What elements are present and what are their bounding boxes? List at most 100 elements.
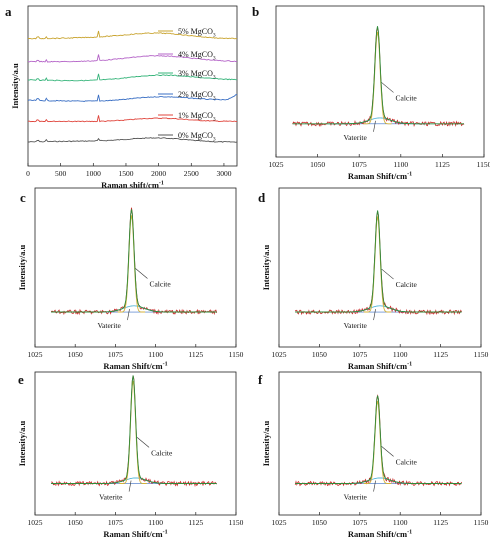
x-tick-label: 1025 xyxy=(272,350,287,359)
calcite-label: Calcite xyxy=(396,457,418,466)
vaterite-label: Vaterite xyxy=(344,133,368,142)
y-axis-label: Intensity/a.u xyxy=(261,420,271,466)
x-tick-label: 2500 xyxy=(184,169,199,178)
panel-b: b 1025 1050 1075 1100 1125 1150 Raman Shift/cm-… xyxy=(252,4,490,181)
calcite-label: Calcite xyxy=(151,448,173,457)
x-tick-label: 1125 xyxy=(433,350,448,359)
x-tick-label: 1500 xyxy=(118,169,133,178)
legend-label-main: 3% MgCO xyxy=(178,69,213,78)
x-tick-label: 0 xyxy=(26,169,30,178)
x-tick-label: 1075 xyxy=(108,518,123,527)
x-tick-label: 1050 xyxy=(312,518,327,527)
y-axis-label: Intensity/a.u xyxy=(17,244,27,290)
x-axis-label-sup: -1 xyxy=(407,172,412,178)
x-tick-label: 1050 xyxy=(68,350,83,359)
x-axis-label-sup: -1 xyxy=(163,530,168,536)
legend-label-sub: 3 xyxy=(213,33,216,39)
calcite-fit xyxy=(119,380,147,484)
legend-label-sub: 3 xyxy=(213,117,216,123)
y-axis-label: Intensity/a.u xyxy=(17,420,27,466)
vaterite-arrow xyxy=(128,480,132,492)
x-tick-label: 1025 xyxy=(28,350,43,359)
plot-frame xyxy=(27,5,238,167)
vaterite-arrow xyxy=(373,308,376,321)
calcite-fit xyxy=(363,400,392,484)
legend-label-main: 0% MgCO xyxy=(178,131,213,140)
panel-letter: d xyxy=(258,190,266,205)
x-tick-label: 1075 xyxy=(352,160,367,169)
series-line xyxy=(27,94,238,102)
x-tick-label: 1000 xyxy=(86,169,101,178)
vaterite-label: Vaterite xyxy=(344,493,368,502)
legend-label-sub: 3 xyxy=(213,96,216,102)
panel-letter: f xyxy=(258,372,263,387)
calcite-arrow xyxy=(135,268,148,279)
x-tick-label: 1125 xyxy=(435,160,450,169)
legend-label: 4% MgCO3 xyxy=(178,50,216,62)
vaterite-label: Vaterite xyxy=(344,321,368,330)
x-axis-label-sup: -1 xyxy=(407,530,412,536)
series-line xyxy=(27,73,238,82)
calcite-arrow xyxy=(136,437,150,448)
vaterite-arrow xyxy=(127,308,130,321)
plot-frame xyxy=(275,5,485,158)
panel-d: d 1025 1050 1075 1100 1125 1150 Raman Shift/cm-… xyxy=(258,187,489,371)
x-tick-label: 1150 xyxy=(474,350,489,359)
calcite-label: Calcite xyxy=(149,279,171,288)
total-fit xyxy=(295,210,462,313)
x-axis-label: Raman Shift/cm-1 xyxy=(103,529,167,539)
legend-label: 1% MgCO3 xyxy=(178,111,216,123)
x-axis-label-main: Raman Shift/cm xyxy=(103,361,162,371)
calcite-fit xyxy=(117,215,146,313)
x-tick-label: 1050 xyxy=(310,160,325,169)
calcite-fit xyxy=(363,216,392,313)
x-tick-label: 1100 xyxy=(393,350,408,359)
x-tick-label: 1125 xyxy=(188,518,203,527)
x-axis-label: Raman Shift/cm-1 xyxy=(348,529,412,539)
x-tick-label: 1100 xyxy=(148,350,163,359)
x-tick-label: 1025 xyxy=(269,160,284,169)
plot-frame xyxy=(278,187,482,348)
panel-letter: c xyxy=(20,190,26,205)
plot-frame xyxy=(34,371,237,516)
legend-label-main: 1% MgCO xyxy=(178,111,213,120)
panel-letter: b xyxy=(252,4,259,19)
vaterite-label: Vaterite xyxy=(99,493,123,502)
legend-label-sub: 3 xyxy=(213,137,216,143)
x-tick-label: 1050 xyxy=(68,518,83,527)
x-axis-label: Raman Shift/cm-1 xyxy=(348,171,412,181)
y-axis-label: Intensity/a.u xyxy=(10,63,20,109)
x-tick-label: 3000 xyxy=(216,169,231,178)
total-fit xyxy=(51,375,217,484)
panel-c: c 1025 1050 1075 1100 1125 1150 Raman Shift/cm-… xyxy=(17,187,244,371)
vaterite-arrow xyxy=(373,480,376,492)
calcite-fit xyxy=(363,31,392,125)
legend-label-main: 2% MgCO xyxy=(178,90,213,99)
legend-label-main: 5% MgCO xyxy=(178,27,213,36)
x-tick-label: 2000 xyxy=(151,169,166,178)
vaterite-arrow xyxy=(373,120,376,132)
plot-frame xyxy=(34,187,237,348)
x-tick-label: 1075 xyxy=(352,518,367,527)
series-line xyxy=(28,137,238,143)
x-tick-label: 1125 xyxy=(433,518,448,527)
x-axis-label: Raman Shift/cm-1 xyxy=(103,361,167,371)
x-tick-label: 1150 xyxy=(474,518,489,527)
panel-a: a 0 500 1000 1500 2000 2500 3000 Raman shift/cm-… xyxy=(5,4,238,190)
calcite-arrow xyxy=(381,268,394,280)
series-line xyxy=(27,30,238,40)
x-tick-label: 1025 xyxy=(28,518,43,527)
x-axis-label-main: Raman Shift/cm xyxy=(348,361,407,371)
x-tick-label: 1025 xyxy=(272,518,287,527)
legend-label: 2% MgCO3 xyxy=(178,90,216,102)
legend-label-main: 4% MgCO xyxy=(178,50,213,59)
total-fit xyxy=(295,395,462,484)
series-line xyxy=(27,115,237,123)
y-axis-label: Intensity/a.u xyxy=(261,244,271,290)
panel-e: e 1025 1050 1075 1100 1125 1150 Raman Shift/cm-… xyxy=(17,371,244,539)
x-axis-label-main: Raman Shift/cm xyxy=(103,529,162,539)
legend-label-sub: 3 xyxy=(213,56,216,62)
x-tick-label: 500 xyxy=(55,169,67,178)
legend-label: 3% MgCO3 xyxy=(178,69,216,81)
panel-f: f 1025 1050 1075 1100 1125 1150 Raman Shift/cm-… xyxy=(258,371,489,539)
